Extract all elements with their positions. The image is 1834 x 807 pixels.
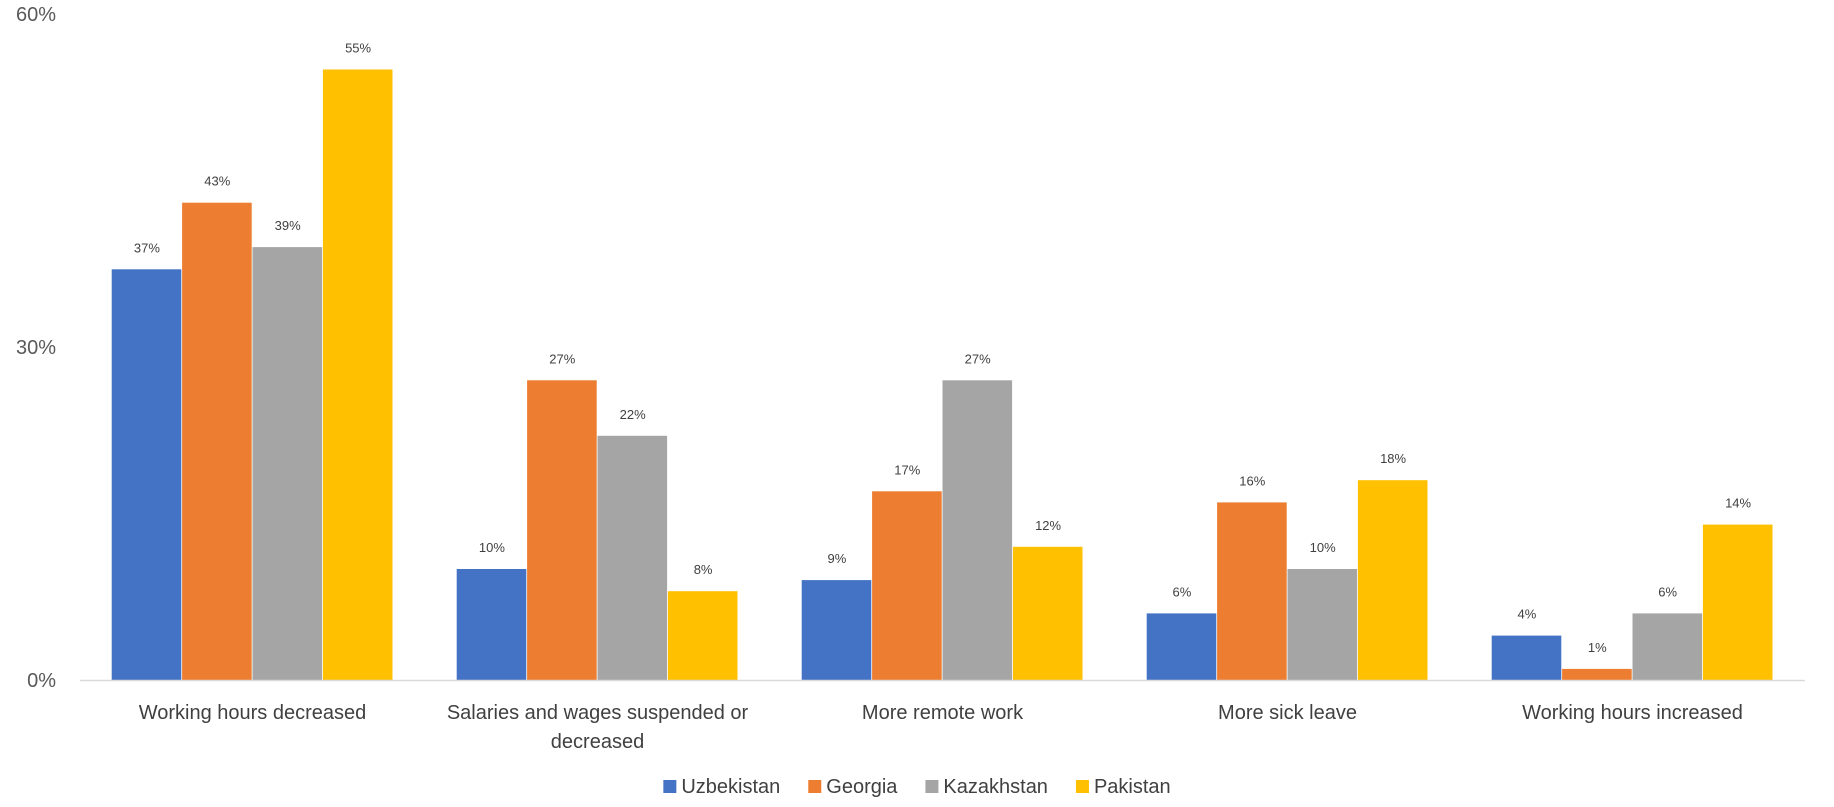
bar: [1012, 546, 1083, 680]
data-label: 9%: [828, 551, 847, 566]
bar: [322, 69, 393, 680]
legend-swatch: [1075, 780, 1089, 793]
data-label: 17%: [894, 462, 920, 477]
bar: [597, 435, 668, 680]
data-label: 22%: [620, 407, 646, 422]
bar: [1632, 613, 1703, 680]
data-label: 16%: [1239, 473, 1265, 488]
bar: [527, 380, 597, 680]
category-label: More sick leave: [1218, 702, 1357, 724]
data-label: 1%: [1588, 640, 1607, 655]
y-tick-label: 30%: [16, 337, 56, 359]
bar: [872, 491, 942, 680]
legend-swatch: [663, 780, 677, 793]
bar: [1287, 569, 1358, 680]
bar: [1702, 524, 1773, 680]
legend-label: Pakistan: [1094, 776, 1171, 798]
y-tick-label: 60%: [16, 4, 56, 26]
category-label: More remote work: [862, 702, 1024, 724]
data-labels: 37% 43% 39% 55% 10% 27% 22% 8% 9% 17% 27% 12% 6% 16% 1…: [134, 41, 1752, 655]
data-label: 6%: [1173, 584, 1192, 599]
data-label: 4%: [1518, 607, 1537, 622]
data-label: 27%: [965, 351, 991, 366]
data-label: 14%: [1725, 496, 1751, 511]
data-label: 43%: [204, 174, 230, 189]
bar: [252, 247, 323, 680]
bar: [1491, 635, 1562, 680]
data-label: 12%: [1035, 518, 1061, 533]
data-label: 10%: [1310, 540, 1336, 555]
bar: [111, 269, 182, 680]
legend-label: Uzbekistan: [681, 776, 780, 798]
category-label: Salaries and wages suspended or: [447, 702, 749, 724]
legend-swatch: [925, 780, 939, 793]
data-label: 18%: [1380, 451, 1406, 466]
bar: [801, 580, 872, 680]
bar: [667, 591, 738, 680]
x-axis: Working hours decreased Salaries and wage…: [139, 702, 1743, 753]
data-label: 39%: [275, 218, 301, 233]
bar: [1146, 613, 1217, 680]
data-label: 8%: [694, 562, 713, 577]
bar: [1217, 502, 1287, 680]
data-label: 27%: [549, 351, 575, 366]
data-label: 55%: [345, 41, 371, 56]
category-label: Working hours decreased: [139, 702, 367, 724]
category-label: decreased: [551, 731, 644, 753]
data-label: 6%: [1658, 584, 1677, 599]
legend-label: Georgia: [826, 776, 898, 798]
bars: [111, 69, 1773, 680]
y-tick-label: 0%: [27, 670, 56, 692]
bar: [456, 569, 527, 680]
data-label: 10%: [479, 540, 505, 555]
legend-swatch: [808, 780, 822, 793]
bar: [942, 380, 1013, 680]
y-axis: 0% 30% 60%: [16, 4, 56, 692]
bar: [1357, 480, 1428, 680]
legend: Uzbekistan Georgia Kazakhstan Pakistan: [663, 776, 1171, 798]
category-label: Working hours increased: [1522, 702, 1743, 724]
bar: [182, 202, 252, 680]
bar: [1562, 668, 1632, 680]
data-label: 37%: [134, 240, 160, 255]
legend-label: Kazakhstan: [943, 776, 1048, 798]
